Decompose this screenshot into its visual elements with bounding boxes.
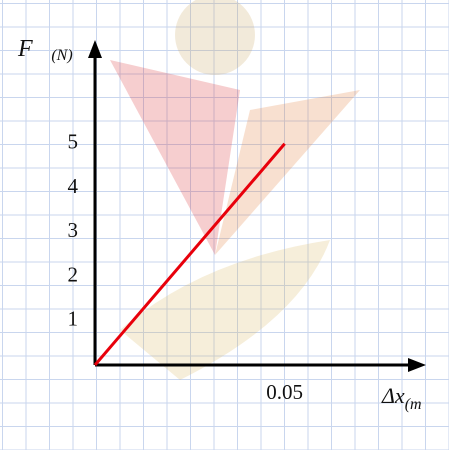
- y-tick-label: 5: [68, 130, 79, 154]
- y-label-unit: (N): [51, 47, 72, 64]
- y-tick-label: 2: [68, 262, 79, 286]
- watermark: [110, 0, 360, 380]
- y-tick-label: 1: [68, 307, 79, 331]
- x-label-unit: (m: [405, 396, 422, 413]
- x-axis-label: Δx(m: [381, 383, 422, 413]
- y-axis-arrow: [88, 40, 102, 58]
- y-tick-label: 3: [68, 218, 79, 242]
- data-line: [93, 142, 286, 366]
- x-axis-arrow: [408, 358, 426, 372]
- y-label-symbol: F⃗: [17, 36, 51, 62]
- y-axis-label: F⃗(N): [17, 36, 73, 64]
- x-label-symbol: Δx: [381, 383, 405, 408]
- y-tick-label: 4: [68, 174, 79, 198]
- x-tick-label: 0.05: [266, 380, 303, 404]
